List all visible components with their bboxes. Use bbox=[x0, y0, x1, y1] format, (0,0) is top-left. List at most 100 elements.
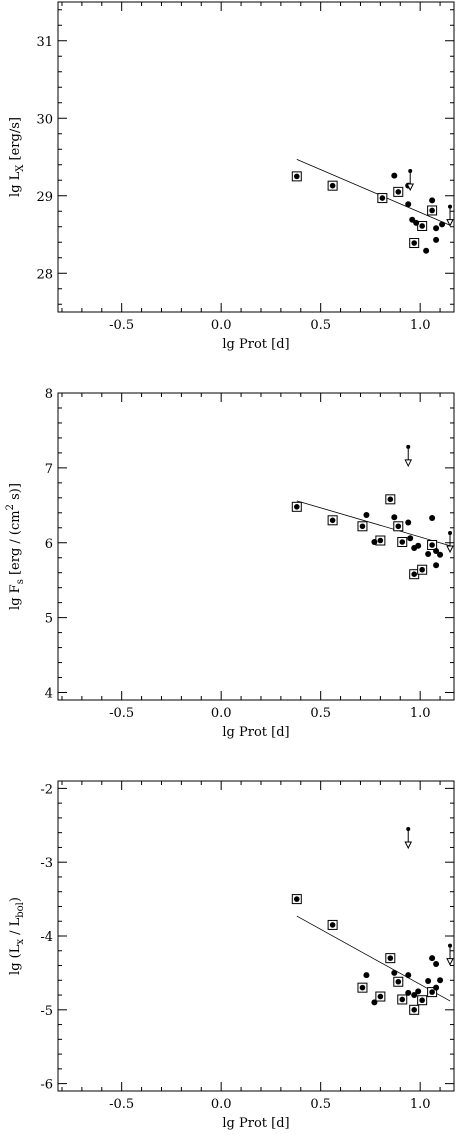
plot-frame bbox=[57, 780, 455, 1092]
dot-point bbox=[371, 999, 378, 1006]
dot-point bbox=[437, 977, 444, 984]
dot-point bbox=[363, 972, 370, 979]
x-axis-label: lg Prot [d] bbox=[222, 725, 289, 740]
square-point bbox=[375, 991, 386, 1002]
square-point bbox=[417, 564, 428, 575]
square-inner-dot bbox=[387, 496, 394, 503]
square-point bbox=[357, 982, 368, 993]
square-point bbox=[327, 515, 338, 526]
x-tick-label: 1.0 bbox=[410, 706, 431, 721]
x-axis-label: lg Prot [d] bbox=[222, 1116, 289, 1131]
y-axis-label: lg (Lx / Lbol) bbox=[8, 897, 26, 975]
square-inner-dot bbox=[419, 566, 425, 573]
upper-limit-point bbox=[446, 531, 454, 554]
square-inner-dot bbox=[419, 223, 425, 229]
dot-point bbox=[407, 535, 414, 542]
square-point bbox=[393, 186, 404, 197]
y-tick-label: -6 bbox=[40, 1078, 53, 1093]
x-tick-label: 0.5 bbox=[310, 318, 331, 333]
y-tick-label: 8 bbox=[45, 387, 53, 402]
upper-limit-arrowhead bbox=[446, 958, 454, 966]
square-point bbox=[427, 540, 438, 551]
square-point bbox=[417, 220, 428, 231]
y-tick-label: -5 bbox=[40, 1004, 53, 1019]
y-tick-label: 28 bbox=[36, 267, 53, 282]
square-inner-dot bbox=[293, 173, 300, 180]
square-point bbox=[409, 1004, 420, 1015]
square-inner-dot bbox=[377, 993, 384, 1000]
upper-limit-arrowhead bbox=[406, 183, 415, 192]
x-tick-label: 0.5 bbox=[310, 1097, 331, 1112]
square-inner-dot bbox=[411, 1007, 418, 1013]
dot-point bbox=[433, 961, 440, 968]
dot-point bbox=[391, 514, 398, 521]
x-tick-label: 1.0 bbox=[410, 1097, 431, 1112]
square-point bbox=[385, 953, 396, 964]
dot-point bbox=[433, 547, 440, 554]
square-inner-dot bbox=[395, 978, 402, 985]
square-point bbox=[291, 501, 302, 512]
x-tick-label: 0.0 bbox=[211, 706, 232, 721]
dot-point bbox=[391, 969, 398, 976]
square-point bbox=[291, 171, 302, 182]
fit-line bbox=[296, 158, 451, 226]
square-point bbox=[427, 987, 438, 998]
upper-limit-point bbox=[406, 168, 415, 192]
square-inner-dot bbox=[359, 984, 366, 991]
upper-limit-arrowhead bbox=[404, 459, 413, 468]
y-tick-label: 6 bbox=[45, 537, 53, 552]
dot-point bbox=[425, 550, 432, 557]
square-point bbox=[427, 205, 438, 216]
square-point bbox=[357, 521, 368, 532]
dot-point bbox=[433, 225, 440, 232]
y-tick-label: 7 bbox=[45, 462, 53, 477]
dot-point bbox=[429, 515, 436, 522]
square-inner-dot bbox=[429, 207, 435, 214]
x-tick-label: -0.5 bbox=[109, 706, 134, 721]
x-tick-label: -0.5 bbox=[109, 1097, 134, 1112]
square-inner-dot bbox=[419, 997, 425, 1004]
square-point bbox=[393, 521, 404, 532]
square-inner-dot bbox=[293, 504, 300, 510]
fit-line bbox=[296, 915, 451, 1002]
dot-point bbox=[391, 172, 398, 179]
square-point bbox=[417, 995, 428, 1006]
x-tick-label: 0.5 bbox=[310, 706, 331, 721]
square-point bbox=[327, 180, 338, 191]
dot-point bbox=[413, 219, 420, 226]
dot-point bbox=[433, 562, 440, 569]
square-point bbox=[377, 193, 388, 204]
upper-limit-point bbox=[404, 444, 413, 468]
y-axis-label: lg LX [erg/s] bbox=[8, 117, 26, 197]
dot-point bbox=[433, 984, 440, 991]
square-point bbox=[397, 537, 408, 548]
dot-point bbox=[415, 988, 422, 995]
upper-limit-arrowhead bbox=[446, 219, 454, 227]
dot-point bbox=[415, 542, 422, 549]
y-tick-label: 5 bbox=[45, 612, 53, 627]
dot-point bbox=[429, 955, 436, 962]
square-inner-dot bbox=[399, 539, 406, 545]
square-point bbox=[397, 994, 408, 1005]
square-inner-dot bbox=[387, 955, 394, 961]
square-inner-dot bbox=[359, 523, 366, 530]
plot-frame bbox=[57, 1, 455, 313]
square-point bbox=[375, 535, 386, 546]
square-inner-dot bbox=[395, 523, 402, 530]
square-point bbox=[409, 238, 420, 249]
dot-point bbox=[405, 201, 412, 208]
square-inner-dot bbox=[429, 542, 435, 548]
x-axis-label: lg Prot [d] bbox=[222, 337, 289, 352]
y-axis-label: lg Fs [erg / (cm2 s)] bbox=[5, 483, 26, 610]
y-tick-label: 29 bbox=[36, 190, 53, 205]
dot-point bbox=[405, 519, 412, 526]
square-inner-dot bbox=[379, 195, 386, 201]
dot-point bbox=[439, 221, 446, 228]
upper-limit-point bbox=[404, 826, 413, 850]
y-tick-label: 4 bbox=[45, 687, 53, 702]
square-inner-dot bbox=[429, 989, 435, 995]
dot-point bbox=[437, 551, 444, 558]
dot-point bbox=[423, 247, 430, 254]
square-inner-dot bbox=[411, 240, 418, 246]
